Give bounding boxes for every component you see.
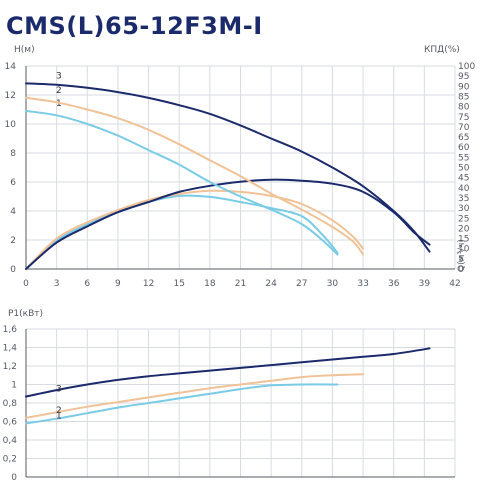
efficiency-curve — [25, 194, 339, 270]
y-left-tick-label: 8 — [10, 149, 16, 159]
power-curve-3 — [25, 347, 431, 398]
y-tick-label: 1 — [11, 381, 17, 391]
x-tick-label: 3 — [54, 279, 60, 289]
x-tick-label: 18 — [204, 279, 216, 289]
y-right-tick-label: 0 — [458, 265, 464, 275]
chart-title: CMS(L)65-12F3M-I — [6, 12, 263, 40]
x-tick-label: 21 — [235, 279, 246, 289]
head-curve-3 — [25, 82, 431, 253]
y-right-tick-label: 75 — [458, 113, 469, 123]
y-right-tick-label: 5 — [458, 255, 464, 265]
y-right-tick-label: 50 — [458, 164, 470, 174]
y-right-tick-label: 95 — [458, 72, 469, 82]
y-tick-label: 0,4 — [3, 436, 18, 446]
x-tick-label: 33 — [357, 279, 368, 289]
y-right-tick-label: 80 — [458, 103, 470, 113]
y-tick-label: 0,2 — [3, 455, 17, 465]
x-tick-label: 39 — [419, 279, 431, 289]
x-tick-label: 30 — [327, 279, 339, 289]
y-left-tick-label: 2 — [10, 236, 16, 246]
y-right-tick-label: 60 — [458, 143, 470, 153]
y-right-tick-label: 40 — [458, 184, 470, 194]
x-tick-label: 24 — [265, 279, 277, 289]
power-curve-2 — [25, 373, 365, 419]
y-tick-label: 1,4 — [3, 344, 18, 354]
curve-label: 3 — [56, 385, 62, 395]
y-right-tick-label: 65 — [458, 133, 469, 143]
y-right-tick-label: 25 — [458, 214, 469, 224]
efficiency-curve — [25, 189, 365, 270]
curve-label: 3 — [56, 72, 62, 82]
y-right-tick-label: 20 — [458, 224, 470, 234]
y-right-tick-label: 70 — [458, 123, 470, 133]
y-right-tick-label: 90 — [458, 82, 470, 92]
x-tick-label: 27 — [296, 279, 307, 289]
y-left-tick-label: 10 — [5, 120, 17, 130]
curve-label: 1 — [56, 99, 62, 109]
y-left-tick-label: 14 — [5, 62, 17, 72]
y-right-tick-label: 45 — [458, 174, 469, 184]
x-tick-label: 12 — [143, 279, 154, 289]
y-tick-label: 0,8 — [3, 399, 18, 409]
y-tick-label: 0,6 — [3, 418, 18, 428]
y-left-tick-label: 12 — [5, 91, 16, 101]
y-tick-label: 1,2 — [3, 362, 17, 372]
x-axis-label: Q(м³/ч) — [457, 239, 467, 272]
x-tick-label: 15 — [173, 279, 184, 289]
y-tick-label: 0 — [11, 473, 17, 483]
y-left-tick-label: 4 — [10, 207, 16, 217]
y-right-tick-label: 55 — [458, 153, 469, 163]
y-left-axis-label: H(м) — [14, 45, 35, 55]
head-curve-2 — [25, 96, 365, 256]
y-axis-label: P1(кВт) — [8, 309, 43, 319]
y-right-tick-label: 10 — [458, 245, 470, 255]
y-left-tick-label: 0 — [10, 265, 16, 275]
power-curve-1 — [25, 383, 339, 425]
y-right-tick-label: 100 — [458, 62, 475, 72]
x-tick-label: 36 — [388, 279, 400, 289]
y-right-axis-label: КПД(%) — [424, 45, 460, 55]
x-tick-label: 6 — [84, 279, 90, 289]
efficiency-curve — [25, 178, 431, 270]
y-right-tick-label: 85 — [458, 92, 469, 102]
curve-label: 1 — [56, 411, 62, 421]
head-curve-1 — [25, 109, 339, 256]
y-right-tick-label: 15 — [458, 235, 469, 245]
x-tick-label: 9 — [115, 279, 121, 289]
curve-label: 2 — [56, 86, 62, 96]
x-tick-label: 42 — [449, 279, 460, 289]
y-right-tick-label: 30 — [458, 204, 470, 214]
x-tick-label: 0 — [23, 279, 29, 289]
y-right-tick-label: 35 — [458, 194, 469, 204]
curve-label: 2 — [56, 406, 62, 416]
y-tick-label: 1,6 — [3, 325, 18, 335]
y-left-tick-label: 6 — [10, 178, 16, 188]
